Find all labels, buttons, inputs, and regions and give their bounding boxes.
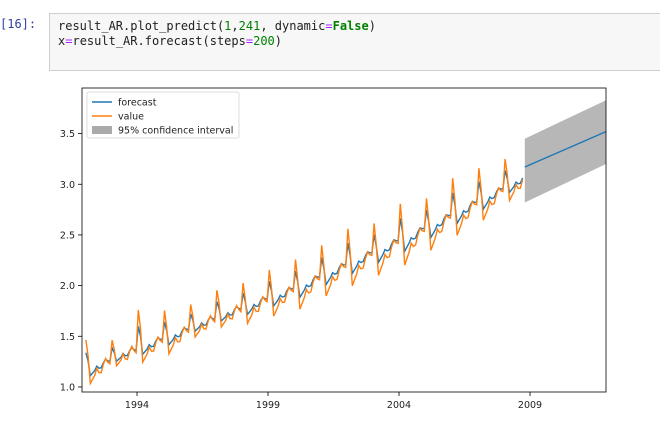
y-tick-label: 3.0 [60, 180, 75, 191]
code-token: result_AR.forecast(steps [72, 34, 246, 48]
code-cell[interactable]: result_AR.plot_predict(1,241, dynamic=Fa… [49, 13, 660, 71]
code-token: x [58, 34, 66, 48]
y-tick-label: 2.0 [60, 281, 75, 292]
y-tick-label: 2.5 [60, 230, 75, 241]
code-token: = [245, 34, 254, 48]
code-token: ) [368, 19, 376, 33]
code-text[interactable]: result_AR.plot_predict(1,241, dynamic=Fa… [58, 19, 376, 49]
code-token: , [231, 19, 239, 33]
legend-swatch [92, 126, 112, 134]
x-tick-label: 2009 [518, 400, 542, 411]
legend-label: 95% confidence interval [118, 126, 233, 137]
x-tick-label: 2004 [387, 400, 411, 411]
forecast-line-in-sample [85, 170, 524, 378]
x-tick-label: 1999 [256, 400, 280, 411]
code-token: False [332, 19, 369, 33]
forecast-line-out-of-sample [524, 130, 607, 168]
cell-prompt: [16]: [0, 17, 37, 31]
code-token: 241 [238, 19, 261, 33]
plot-frame [81, 87, 607, 393]
code-token: 1 [224, 19, 232, 33]
code-token: , dynamic [260, 19, 326, 33]
confidence-band [524, 100, 606, 203]
value-line [85, 159, 524, 386]
code-token: ) [274, 34, 283, 48]
code-token: = [325, 19, 333, 33]
y-tick-label: 3.5 [60, 129, 75, 140]
legend-label: forecast [118, 98, 157, 109]
y-tick-label: 1.5 [60, 332, 75, 343]
code-token: = [65, 34, 73, 48]
legend-label: value [118, 112, 144, 123]
code-token: 200 [253, 34, 275, 48]
y-tick-label: 1.0 [60, 382, 75, 393]
legend-box [86, 91, 240, 139]
x-tick-label: 1994 [125, 400, 149, 411]
code-token: result_AR.plot_predict( [58, 19, 225, 33]
